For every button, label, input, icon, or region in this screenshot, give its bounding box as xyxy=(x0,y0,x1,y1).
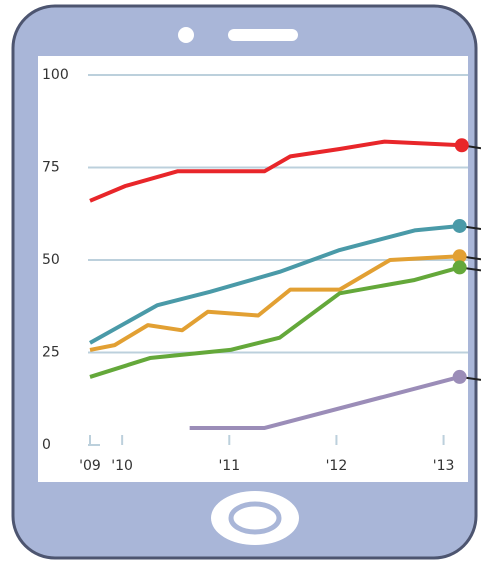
series-line xyxy=(89,254,460,352)
end-dot xyxy=(452,260,467,275)
end-dot xyxy=(452,218,467,233)
y-tick-label: 25 xyxy=(42,345,60,361)
y-tick-label: 50 xyxy=(42,252,60,268)
y-tick-label: 100 xyxy=(42,67,69,83)
camera xyxy=(178,27,194,43)
screen xyxy=(38,56,468,482)
x-tick-label: '12 xyxy=(326,458,348,474)
y-tick-label: 75 xyxy=(42,160,60,176)
series-line xyxy=(89,265,461,379)
end-dot xyxy=(452,369,467,384)
x-tick-label: '10 xyxy=(111,458,133,474)
end-dot xyxy=(452,249,467,264)
home-button xyxy=(211,491,299,545)
x-tick-label: '11 xyxy=(218,458,240,474)
y-tick-label: 0 xyxy=(42,437,51,453)
plot: 0 25 50 75 100 '09 '10 '11 '12 '13 xyxy=(42,67,481,474)
series-line xyxy=(189,374,461,430)
speaker xyxy=(228,29,298,41)
x-tick-label: '09 xyxy=(79,458,101,474)
home-button-ring xyxy=(228,501,282,535)
series-line xyxy=(89,223,460,345)
end-dot xyxy=(454,138,469,153)
x-tick-label: '13 xyxy=(433,458,455,474)
series-line xyxy=(89,139,462,203)
